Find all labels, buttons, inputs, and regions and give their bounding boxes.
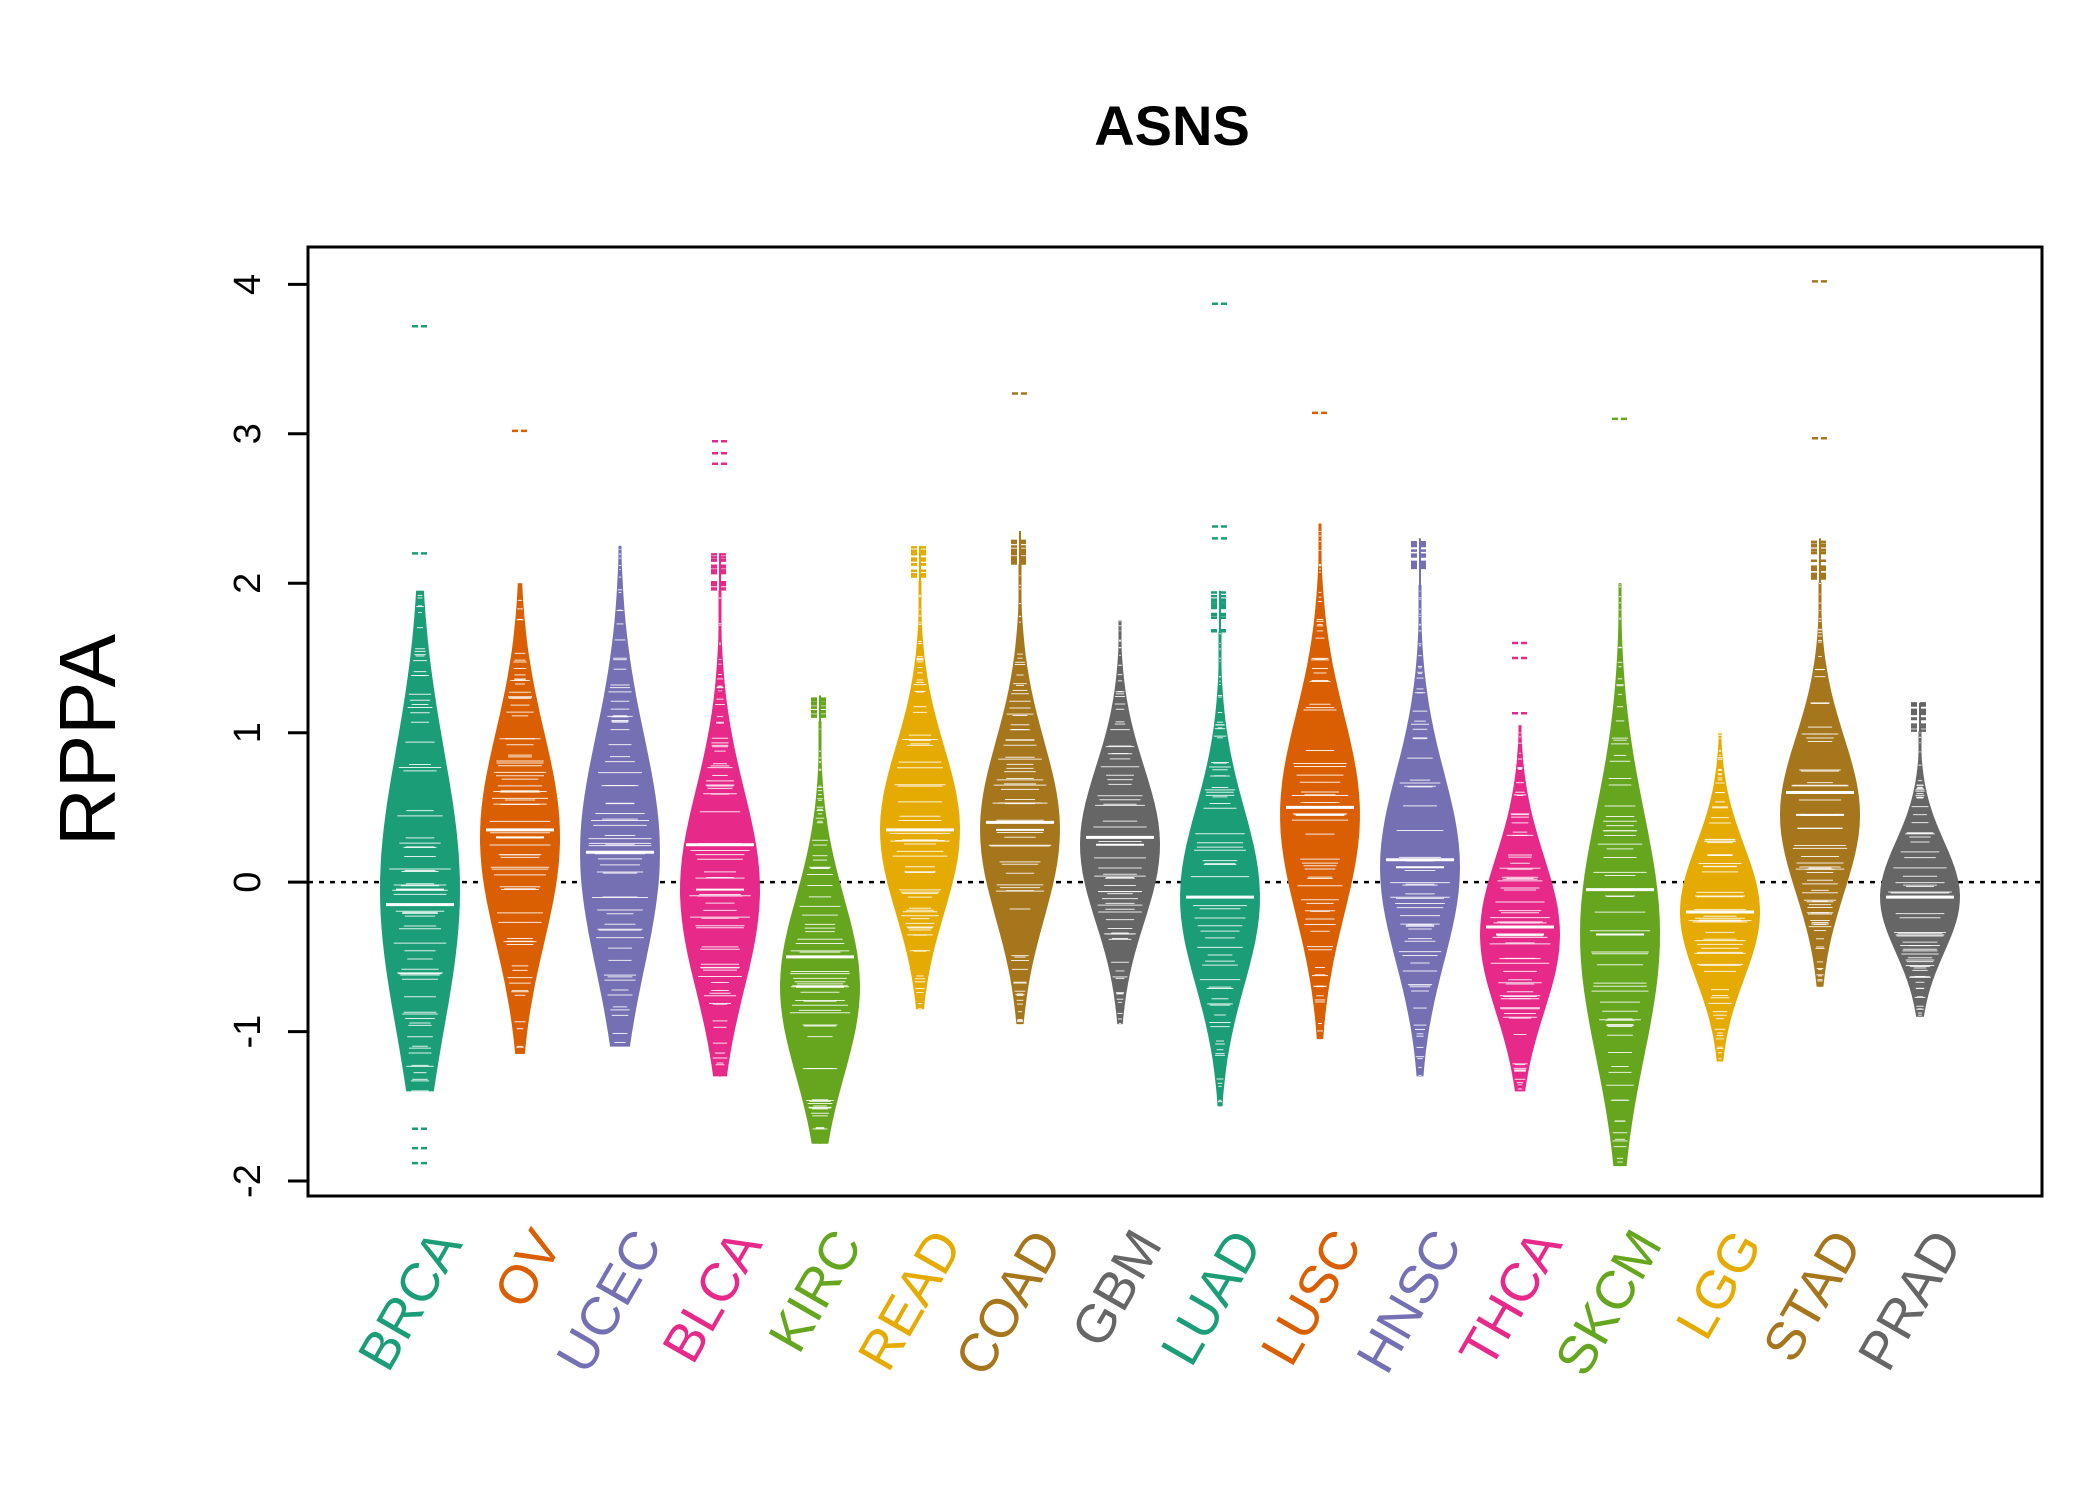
- violin-kirc: [780, 695, 860, 1144]
- violin-prad: [1880, 702, 1960, 1017]
- violin-body-kirc: [780, 721, 860, 1144]
- violin-body-luad: [1180, 631, 1260, 1107]
- violin-read: [880, 545, 960, 1010]
- violin-body-blca: [680, 590, 760, 1077]
- violin-luad: [1180, 302, 1260, 1107]
- violin-body-read: [880, 580, 960, 1010]
- violin-lgg: [1680, 732, 1760, 1062]
- chart-title: ASNS: [1094, 94, 1250, 157]
- x-label-blca: BLCA: [651, 1220, 774, 1372]
- violin-ov: [480, 429, 560, 1055]
- violin-body-stad: [1780, 582, 1860, 987]
- y-tick-label--1: -1: [227, 1015, 269, 1049]
- x-label-luad: LUAD: [1150, 1220, 1274, 1375]
- violin-hnsc: [1380, 538, 1460, 1077]
- violin-body-prad: [1880, 731, 1960, 1017]
- violin-gbm: [1080, 620, 1160, 1025]
- y-tick-label-1: 1: [227, 722, 269, 743]
- violin-body-ov: [480, 583, 560, 1054]
- x-axis-labels: BRCA OVUCECBLCAKIRCREADCOADGBMLUADLUSCHNS…: [347, 1220, 1974, 1385]
- violin-thca: [1480, 641, 1560, 1092]
- x-label-prad: PRAD: [1847, 1220, 1974, 1380]
- violin-brca: [380, 324, 460, 1165]
- violin-stad: [1780, 280, 1860, 987]
- x-label-hnsc: HNSC: [1345, 1220, 1473, 1383]
- y-tick-label-2: 2: [227, 573, 269, 594]
- violin-lusc: [1280, 411, 1360, 1040]
- violin-body-skcm: [1580, 583, 1660, 1167]
- y-axis: -2 -1 0 1 2 3 4: [227, 274, 310, 1198]
- violin-coad: [980, 392, 1060, 1025]
- plot-layer: [308, 280, 2042, 1167]
- x-label-ucec: UCEC: [545, 1220, 673, 1383]
- violin-ucec: [580, 545, 660, 1047]
- plot-frame: [306, 245, 2044, 1198]
- violin-body-gbm: [1080, 620, 1160, 1025]
- violin-body-lusc: [1280, 523, 1360, 1040]
- y-tick-label-4: 4: [227, 274, 269, 295]
- x-label-brca: BRCA: [347, 1220, 474, 1380]
- x-label-lgg: LGG: [1665, 1220, 1774, 1349]
- violin-body-thca: [1480, 725, 1560, 1092]
- y-tick-label-0: 0: [227, 872, 269, 893]
- violin-body-coad: [980, 564, 1060, 1025]
- violin-body-ucec: [580, 545, 660, 1047]
- violin-skcm: [1580, 417, 1660, 1167]
- y-tick-label-3: 3: [227, 423, 269, 444]
- x-label-ov: OV: [483, 1220, 574, 1318]
- violin-body-brca: [380, 590, 460, 1092]
- violin-blca: [680, 440, 760, 1077]
- y-axis-label: RPPA: [43, 633, 132, 846]
- y-tick-label--2: -2: [227, 1164, 269, 1198]
